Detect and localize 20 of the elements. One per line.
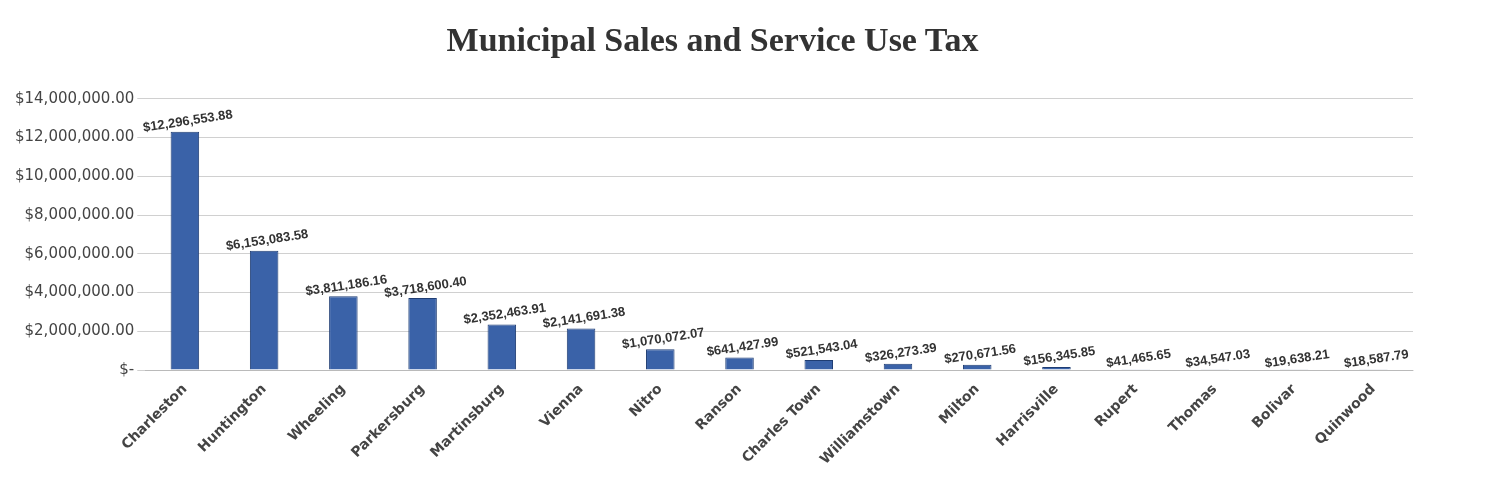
data-label: $18,587.79 — [1343, 346, 1410, 371]
y-tick-label: $8,000,000.00 — [24, 204, 135, 223]
data-label: $6,153,083.58 — [224, 225, 310, 254]
y-tick-label: $6,000,000.00 — [24, 243, 135, 262]
data-label: $156,345.85 — [1022, 342, 1097, 369]
y-tick-label: $10,000,000.00 — [14, 166, 135, 185]
y-tick-label: $4,000,000.00 — [24, 282, 135, 301]
y-tick-label: $2,000,000.00 — [24, 321, 135, 340]
data-label: $521,543.04 — [784, 335, 860, 362]
data-label: $270,671.56 — [943, 340, 1017, 367]
data-label: $641,427.99 — [705, 333, 780, 360]
data-label: $19,638.21 — [1263, 346, 1331, 371]
data-label: $1,070,072.07 — [621, 324, 706, 352]
chart-title: Municipal Sales and Service Use Tax — [446, 21, 979, 59]
y-tick-label: $14,000,000.00 — [14, 88, 135, 107]
data-label: $41,465.65 — [1105, 345, 1172, 371]
y-tick-label: $12,000,000.00 — [14, 127, 135, 146]
data-label: $34,547.03 — [1184, 345, 1252, 371]
data-label: $326,273.39 — [864, 339, 938, 366]
y-tick-label: $- — [119, 359, 135, 378]
